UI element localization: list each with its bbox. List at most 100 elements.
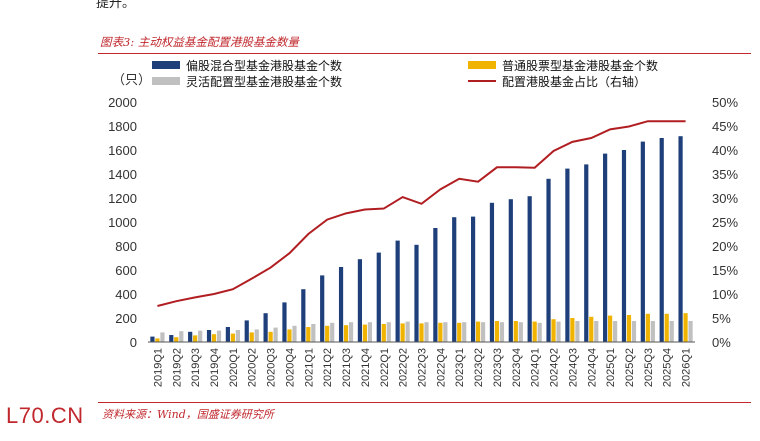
bar-series-0-2019Q4 bbox=[206, 330, 212, 342]
legend-label-series-0: 偏股混合型基金港股基金个数 bbox=[186, 58, 342, 73]
bar-series-0-2021Q2 bbox=[320, 275, 325, 342]
x-tick-label-2022Q2: 2022Q2 bbox=[398, 348, 410, 387]
y2-tick-label-5: 25% bbox=[712, 215, 738, 230]
figure-title: 图表3: 主动权益基金配置港股基金数量 bbox=[100, 35, 299, 49]
bar-series-1-2019Q2 bbox=[174, 337, 179, 342]
legend-swatch-series-2 bbox=[152, 77, 180, 85]
y2-tick-label-10: 50% bbox=[712, 95, 738, 110]
body-text-fragment: 提升。 bbox=[96, 0, 136, 11]
x-tick-label-2019Q3: 2019Q3 bbox=[190, 348, 202, 387]
y2-tick-label-3: 15% bbox=[712, 263, 738, 278]
bar-series-0-2023Q3 bbox=[489, 202, 495, 342]
legend-label-series-2: 灵活配置型基金港股基金个数 bbox=[186, 74, 342, 89]
bar-series-0-2024Q3 bbox=[565, 168, 570, 342]
x-tick-label-2019Q1: 2019Q1 bbox=[152, 348, 164, 387]
bar-series-1-2022Q2 bbox=[400, 323, 405, 342]
x-tick-label-2020Q3: 2020Q3 bbox=[266, 348, 278, 387]
y-tick-label-10: 2000 bbox=[108, 95, 137, 110]
bar-series-0-2024Q1 bbox=[527, 196, 532, 342]
bar-series-2-2019Q3 bbox=[198, 330, 203, 342]
source-note: 资料来源：Wind，国盛证券研究所 bbox=[102, 408, 274, 421]
x-tick-label-2020Q2: 2020Q2 bbox=[247, 348, 259, 387]
bar-series-0-2025Q2 bbox=[621, 150, 627, 342]
x-tick-label-2021Q3: 2021Q3 bbox=[341, 348, 353, 387]
bar-series-2-2021Q4 bbox=[367, 322, 373, 342]
bar-series-1-2022Q3 bbox=[419, 323, 424, 342]
bar-series-1-2025Q3 bbox=[645, 313, 650, 342]
bar-series-1-2023Q1 bbox=[457, 322, 462, 342]
bar-series-1-2024Q3 bbox=[570, 318, 575, 342]
bar-series-2-2026Q1 bbox=[688, 321, 693, 342]
y-tick-label-9: 1800 bbox=[108, 119, 137, 134]
bar-series-0-2019Q1 bbox=[150, 336, 155, 342]
bar-series-1-2019Q4 bbox=[211, 334, 217, 342]
bar-series-2-2022Q4 bbox=[443, 322, 448, 342]
line-series bbox=[157, 120, 686, 307]
x-tick-label-2019Q4: 2019Q4 bbox=[209, 348, 221, 387]
bar-series-1-2025Q1 bbox=[608, 315, 613, 342]
bar-series-0-2021Q4 bbox=[357, 259, 363, 342]
x-tick-label-2022Q1: 2022Q1 bbox=[379, 348, 391, 387]
x-tick-label-2024Q1: 2024Q1 bbox=[530, 348, 542, 387]
x-tick-label-2024Q3: 2024Q3 bbox=[567, 348, 579, 387]
bar-series-0-2020Q2 bbox=[244, 320, 249, 342]
bar-series-1-2023Q2 bbox=[475, 321, 481, 342]
bar-series-0-2020Q3 bbox=[263, 313, 268, 342]
bar-series-0-2022Q4 bbox=[433, 228, 438, 342]
y-tick-label-0: 0 bbox=[130, 335, 137, 350]
bar-series-1-2019Q3 bbox=[193, 335, 198, 342]
bar-series-2-2022Q1 bbox=[386, 322, 391, 342]
bar-series-2-2025Q3 bbox=[650, 321, 655, 342]
y-tick-label-7: 1400 bbox=[108, 167, 137, 182]
bar-series-2-2021Q2 bbox=[330, 322, 335, 342]
bar-series-2-2025Q2 bbox=[631, 321, 637, 342]
bar-series-2-2019Q4 bbox=[216, 330, 222, 342]
y-axis-right: 0% 5% 10% 15% 20% 25% 30% 35% 40% 45% 50% bbox=[712, 95, 738, 350]
bar-series-0-2022Q2 bbox=[395, 240, 400, 342]
x-tick-label-2025Q3: 2025Q3 bbox=[643, 348, 655, 387]
legend-swatch-series-1 bbox=[468, 61, 496, 69]
y-tick-label-5: 1000 bbox=[108, 215, 137, 230]
x-tick-label-2020Q4: 2020Q4 bbox=[284, 348, 296, 387]
bar-series-1-2022Q1 bbox=[381, 324, 386, 342]
bar-series-1-2025Q2 bbox=[626, 315, 632, 342]
bar-series-2-2020Q2 bbox=[254, 329, 259, 342]
bar-series-0-2023Q1 bbox=[452, 217, 457, 342]
bar-series-1-2020Q2 bbox=[249, 332, 254, 342]
bar-series-0-2025Q3 bbox=[640, 141, 645, 342]
bar-series-1-2026Q1 bbox=[683, 313, 688, 342]
bottom-rule bbox=[98, 402, 751, 403]
bar-series-0-2019Q2 bbox=[169, 335, 174, 342]
bar-series-0-2020Q4 bbox=[282, 302, 287, 342]
x-tick-label-2025Q2: 2025Q2 bbox=[624, 348, 636, 387]
bar-series-0-2023Q2 bbox=[470, 216, 476, 342]
x-tick-label-2024Q4: 2024Q4 bbox=[586, 348, 598, 387]
y-tick-label-4: 800 bbox=[115, 239, 137, 254]
bar-series-1-2020Q3 bbox=[268, 331, 273, 342]
bar-series-0-2024Q2 bbox=[546, 178, 551, 342]
bar-series-1-2020Q4 bbox=[287, 329, 292, 342]
x-tick-label-2023Q3: 2023Q3 bbox=[492, 348, 504, 387]
bar-series-2-2020Q4 bbox=[292, 325, 297, 342]
bar-series-1-2021Q4 bbox=[362, 324, 368, 342]
bar-series-1-2021Q2 bbox=[325, 325, 330, 342]
bar-series-1-2025Q4 bbox=[664, 313, 669, 342]
y-axis-left: 0 200 400 600 800 1000 1200 1400 1600 1800 2000 bbox=[108, 95, 137, 350]
bar-series-0-2020Q1 bbox=[225, 327, 230, 342]
y-tick-label-1: 200 bbox=[115, 311, 137, 326]
bar-series-1-2024Q4 bbox=[589, 316, 594, 342]
bar-series-2-2020Q3 bbox=[273, 327, 278, 342]
bar-series-2-2019Q2 bbox=[179, 331, 184, 342]
x-tick-label-2025Q1: 2025Q1 bbox=[605, 348, 617, 387]
x-tick-label-2024Q2: 2024Q2 bbox=[549, 348, 561, 387]
bar-series-2-2022Q3 bbox=[424, 322, 429, 342]
x-axis: 2019Q1 2019Q2 2019Q3 2019Q4 2020Q1 2020Q2 2020… bbox=[152, 348, 692, 387]
legend: 偏股混合型基金港股基金个数 普通股票型基金港股基金个数 灵活配置型基金港股基金个… bbox=[152, 58, 658, 89]
x-tick-label-2022Q3: 2022Q3 bbox=[417, 348, 429, 387]
x-tick-label-2021Q2: 2021Q2 bbox=[322, 348, 334, 387]
y2-tick-label-9: 45% bbox=[712, 119, 738, 134]
x-tick-label-2019Q2: 2019Q2 bbox=[171, 348, 183, 387]
bar-series-2-2023Q1 bbox=[462, 322, 467, 342]
bar-series-2-2021Q1 bbox=[311, 324, 316, 342]
